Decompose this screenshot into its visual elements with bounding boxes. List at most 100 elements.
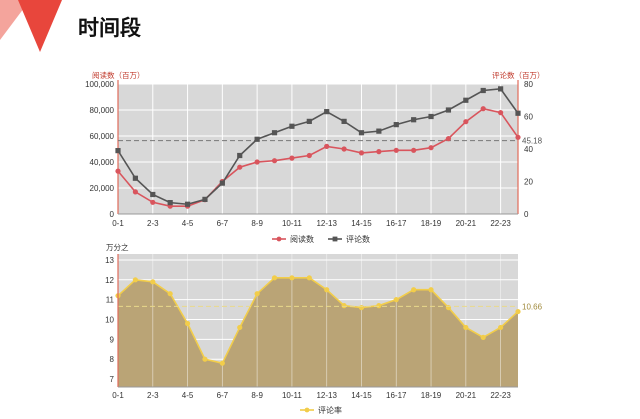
data-point [498,86,504,92]
y-tick-left: 20,000 [90,184,115,193]
data-point [132,189,138,195]
data-point [445,107,452,113]
data-point [324,143,330,149]
x-tick-label: 2-3 [147,391,159,400]
data-point [445,136,452,142]
y-tick: 13 [105,256,114,265]
data-point [411,287,417,293]
x-tick-label: 6-7 [217,391,229,400]
y-tick-left: 0 [110,210,115,219]
data-point [150,191,156,198]
data-point [463,324,469,331]
legend-marker [304,407,310,413]
area-fill [118,277,518,387]
data-point [428,113,434,120]
legend-label: 阅读数 [290,234,314,244]
data-point [341,146,347,152]
data-point [515,134,521,140]
x-tick-label: 16-17 [386,391,407,400]
y-tick: 8 [110,355,115,364]
plot-area-1 [118,84,518,214]
legend-marker [276,236,282,242]
data-point [202,196,208,202]
data-point [358,304,365,311]
data-point [237,152,243,159]
x-tick-label: 4-5 [182,219,194,228]
corner-ribbon [0,0,62,52]
data-point [115,168,121,174]
data-point [271,275,278,281]
data-point [393,122,399,128]
data-point [132,277,138,283]
y-tick-left: 40,000 [90,158,115,167]
y-unit-2: 万分之 [106,242,129,252]
data-point [306,275,312,281]
data-point [219,360,225,366]
data-point [411,147,417,153]
x-tick-label: 10-11 [282,219,302,228]
data-point [358,150,365,156]
series-line-2 [117,88,519,206]
x-tick-label: 12-13 [316,391,337,400]
y-tick-right: 0 [524,210,529,219]
y-tick-right: 40 [524,145,533,154]
y-tick-right: 80 [524,80,533,89]
y-tick-right: 60 [524,113,533,122]
data-point [132,175,138,181]
legend-label: 评论数 [346,234,370,244]
x-tick-label: 16-17 [386,219,407,228]
y-tick: 12 [105,276,114,285]
data-point [358,130,365,136]
data-point [254,291,260,297]
data-point [271,130,278,136]
x-tick-label: 10-11 [282,391,302,400]
data-point [376,303,382,309]
data-point [428,287,434,293]
data-point [463,119,469,125]
x-tick-label: 14-15 [351,391,372,400]
y-tick-left: 80,000 [90,106,115,115]
x-tick-label: 12-13 [316,219,337,228]
x-tick-label: 20-21 [456,391,477,400]
data-point [393,147,399,153]
y-tick: 7 [110,375,115,384]
data-point [237,324,243,331]
data-point [341,118,347,124]
y-tick: 11 [106,296,115,305]
x-tick-label: 22-23 [490,391,511,400]
y-tick: 10 [105,316,114,325]
data-point [445,304,452,311]
data-point [515,308,521,315]
data-point [150,199,156,205]
data-point [184,320,191,327]
data-point [498,110,504,116]
data-point [324,287,330,293]
data-point [480,334,486,340]
data-point [393,297,399,303]
data-point [237,164,243,170]
data-point [376,128,382,134]
data-point [202,356,208,362]
y-tick-right: 20 [524,178,533,187]
slide-title: 时间段 [78,16,141,40]
data-point [150,279,156,285]
legend-label: 评论率 [318,405,342,415]
series-line-area [117,277,519,365]
legend-marker [332,236,338,242]
x-tick-label: 0-1 [112,219,124,228]
x-tick-label: 8-9 [251,391,263,400]
data-point [428,145,434,151]
y-tick: 9 [110,335,115,344]
data-point [306,118,312,124]
y-unit-right: 评论数（百万） [492,70,545,80]
reference-label-2: 10.66 [522,302,543,311]
data-point [498,324,504,331]
data-point [341,303,347,309]
data-point [271,158,278,164]
x-tick-label: 14-15 [351,219,372,228]
x-tick-label: 2-3 [147,219,159,228]
series-line-1 [117,107,519,207]
y-unit-left: 阅读数（百万） [92,70,145,80]
data-point [515,110,521,116]
